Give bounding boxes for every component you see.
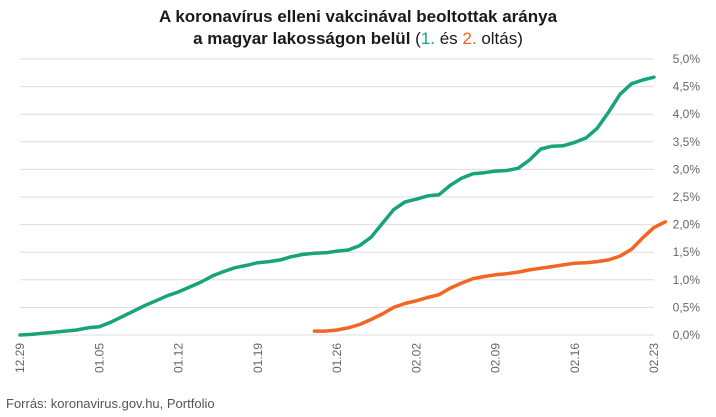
y-tick-label: 4,5% — [673, 80, 701, 94]
y-tick-label: 1,5% — [673, 245, 701, 259]
x-tick-label: 02.23 — [647, 343, 661, 373]
y-tick-label: 0,0% — [673, 328, 701, 342]
x-tick-label: 01.19 — [251, 343, 265, 373]
y-tick-label: 3,0% — [673, 162, 701, 176]
x-tick-label: 02.09 — [489, 343, 503, 373]
title-line-1: A koronavírus elleni vakcinával beoltott… — [158, 7, 558, 26]
x-tick-label: 02.02 — [409, 343, 423, 373]
chart-title: A koronavírus elleni vakcinával beoltott… — [0, 6, 716, 50]
source-note: Forrás: koronavirus.gov.hu, Portfolio — [6, 396, 215, 411]
x-tick-label: 01.26 — [330, 343, 344, 373]
y-tick-label: 0,5% — [673, 300, 701, 314]
y-tick-label: 5,0% — [673, 52, 701, 66]
x-tick-label: 01.12 — [172, 343, 186, 373]
title-line-2-text: a magyar lakosságon belül — [193, 29, 411, 48]
y-tick-label: 2,0% — [673, 218, 701, 232]
y-tick-label: 2,5% — [673, 190, 701, 204]
title-open-paren: ( — [410, 29, 421, 48]
y-tick-label: 1,0% — [673, 273, 701, 287]
title-line-2: a magyar lakosságon belül (1. és 2. oltá… — [0, 28, 716, 50]
y-tick-label: 4,0% — [673, 107, 701, 121]
dose1-label: 1. — [420, 29, 435, 48]
series-line-dose1 — [18, 75, 656, 337]
x-tick-label: 12.29 — [13, 343, 27, 373]
x-tick-label: 01.05 — [92, 343, 106, 373]
dose2-label: 2. — [462, 29, 477, 48]
title-suffix: oltás) — [476, 29, 523, 48]
x-tick-label: 02.16 — [568, 343, 582, 373]
y-tick-label: 3,5% — [673, 135, 701, 149]
series-line-dose2 — [312, 220, 668, 333]
title-between: és — [435, 29, 463, 48]
